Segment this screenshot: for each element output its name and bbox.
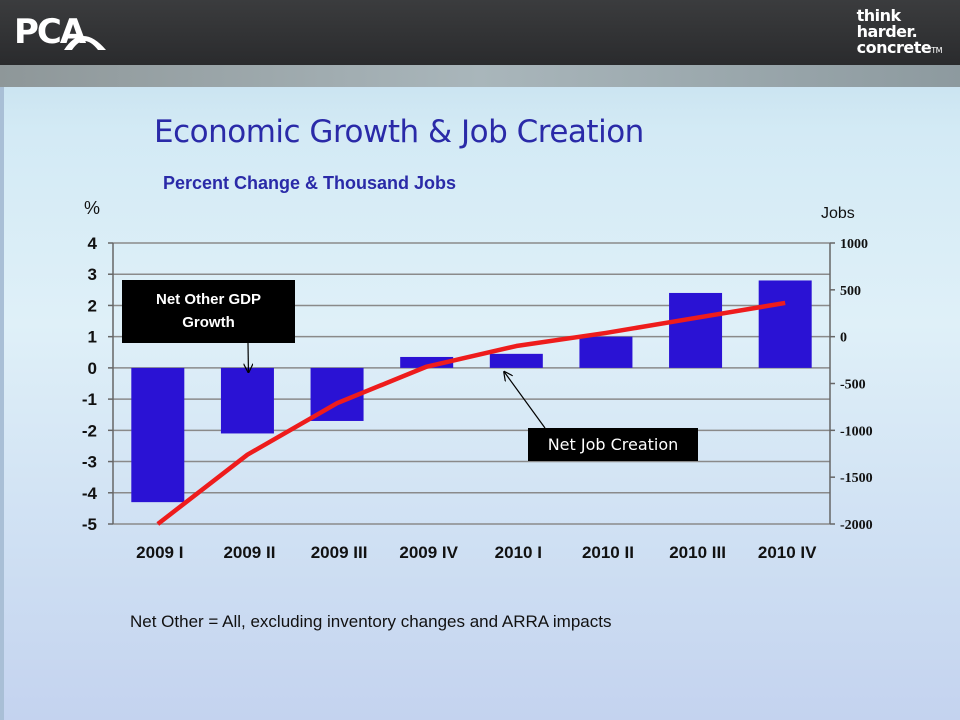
- y-tick-label-left: 0: [88, 359, 97, 378]
- x-tick-label: 2010 I: [495, 543, 542, 562]
- x-tick-label: 2009 IV: [399, 543, 458, 562]
- jobs-callout-arrow: [504, 372, 546, 429]
- tagline-line-2: harder.: [856, 22, 918, 41]
- y-tick-label-right: 500: [840, 284, 861, 299]
- bar-2010-i: [489, 353, 543, 368]
- header-subbar: [0, 65, 960, 87]
- x-tick-label: 2010 II: [582, 543, 634, 562]
- y-tick-label-left: 1: [88, 328, 97, 347]
- gdp-callout-line-2: Growth: [182, 314, 235, 331]
- logo-swoosh-icon: [64, 36, 106, 50]
- x-tick-label: 2010 IV: [758, 543, 817, 562]
- x-tick-label: 2009 III: [311, 543, 368, 562]
- y-tick-label-left: 4: [88, 234, 98, 253]
- bar-2010-iii: [669, 292, 723, 368]
- bar-2010-ii: [579, 336, 633, 368]
- tagline-line-3: concrete: [856, 38, 932, 57]
- footnote: Net Other = All, excluding inventory cha…: [130, 612, 612, 631]
- tagline-logo: think harder. concreteTM: [856, 6, 943, 59]
- y-tick-label-right: -1500: [840, 471, 873, 486]
- bar-2009-iv: [400, 356, 454, 368]
- gdp-growth-callout: Net Other GDP Growth: [122, 280, 295, 343]
- job-creation-line: [156, 300, 786, 526]
- y-tick-label-left: -4: [82, 484, 98, 503]
- y-axis-label-right: Jobs: [821, 205, 855, 222]
- x-tick-label: 2009 I: [136, 543, 183, 562]
- y-tick-label-right: 0: [840, 331, 847, 346]
- y-tick-label-left: 3: [88, 265, 97, 284]
- y-axis-label-left: %: [84, 198, 101, 218]
- x-tick-label: 2010 III: [669, 543, 726, 562]
- job-creation-callout: Net Job Creation: [528, 428, 698, 461]
- y-tick-label-right: -2000: [840, 518, 873, 533]
- y-tick-label-right: -500: [840, 378, 866, 393]
- chart-title: Economic Growth & Job Creation: [154, 114, 644, 150]
- y-tick-label-left: -3: [82, 453, 97, 472]
- chart-subtitle: Percent Change & Thousand Jobs: [163, 173, 457, 193]
- y-tick-label-left: 2: [88, 296, 97, 315]
- y-tick-label-right: -1000: [840, 424, 873, 439]
- bar-2009-ii: [220, 367, 274, 434]
- gdp-callout-line-1: Net Other GDP: [155, 291, 261, 308]
- y-tick-label-left: -2: [82, 421, 97, 440]
- y-tick-label-left: -5: [82, 515, 97, 534]
- y-tick-label-left: -1: [82, 390, 97, 409]
- bar-2009-i: [131, 367, 185, 503]
- tagline-line-1: think: [856, 6, 902, 25]
- left-accent-line: [0, 87, 4, 720]
- x-tick-label: 2009 II: [223, 543, 275, 562]
- bar-2010-iv: [758, 280, 812, 368]
- y-tick-label-right: 1000: [840, 237, 868, 252]
- tagline-tm: TM: [931, 46, 942, 55]
- header-bar: PCA think harder. concreteTM: [0, 0, 960, 65]
